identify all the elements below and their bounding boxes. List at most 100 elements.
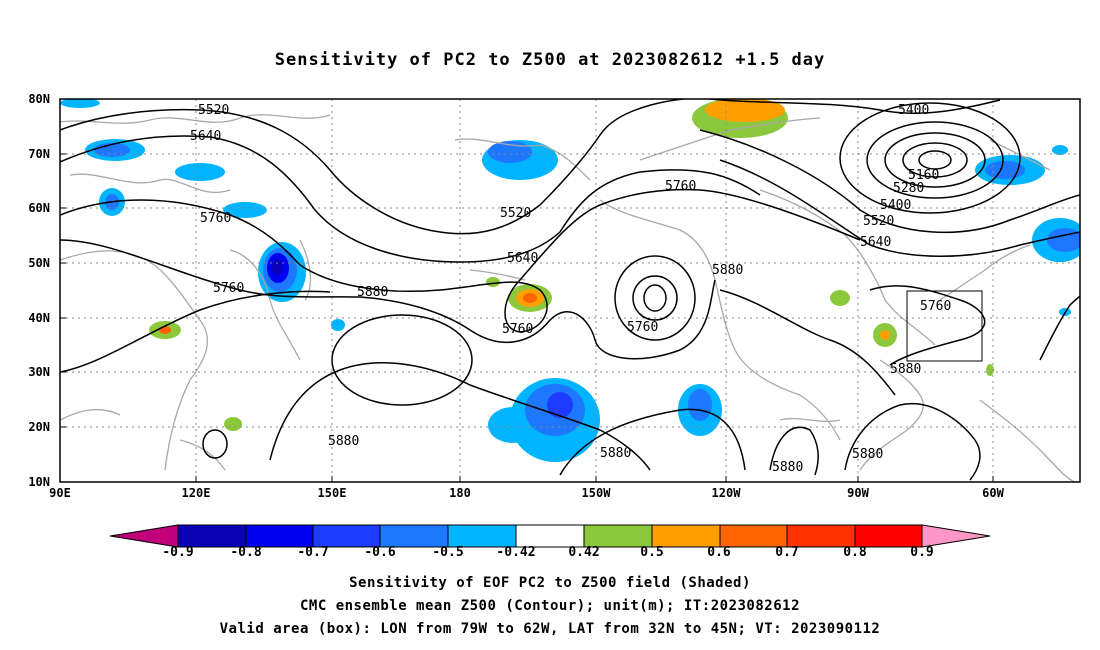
contour-label: 5760 <box>213 281 244 296</box>
colorbar-tick-label: -0.5 <box>432 545 464 560</box>
z500-contours <box>60 99 1080 481</box>
graticule <box>60 99 1080 482</box>
lon-tick-label: 90E <box>49 486 71 500</box>
shade-patch <box>272 259 282 275</box>
lat-tick-label: 80N <box>28 92 50 106</box>
caption-contour: CMC ensemble mean Z500 (Contour); unit(m… <box>299 598 800 614</box>
map-title: Sensitivity of PC2 to Z500 at 2023082612… <box>274 50 826 70</box>
shade-patch <box>175 163 225 181</box>
lat-tick-label: 70N <box>28 147 50 161</box>
contour-5400-top <box>702 99 1001 114</box>
contour-label: 5880 <box>600 446 631 461</box>
contour-5880g <box>844 402 981 481</box>
lon-tick-label: 60W <box>982 486 1004 500</box>
contour-label: 5520 <box>863 214 894 229</box>
shade-patch <box>547 392 573 418</box>
contour-high-5880 <box>331 314 473 406</box>
contour-5400 <box>839 102 1021 214</box>
coastline <box>229 249 301 361</box>
contour-5880f <box>769 426 820 476</box>
shade-patch <box>224 417 242 431</box>
contour-5280b <box>884 132 986 188</box>
coastline <box>60 250 209 471</box>
contour-5640-atl <box>719 159 1080 257</box>
coastline <box>779 417 841 423</box>
coastline <box>69 173 231 193</box>
colorbar-extend-min <box>109 524 179 548</box>
colorbar-tick-label: 0.8 <box>843 545 867 560</box>
shade-patch <box>486 277 500 287</box>
shade-patch <box>985 161 1025 179</box>
coastline <box>639 117 821 161</box>
lon-tick-label: 180 <box>449 486 471 500</box>
shade-patch <box>1052 145 1068 155</box>
colorbar-tick-label: -0.8 <box>230 545 262 560</box>
shade-patch <box>830 290 850 306</box>
contour-5760 <box>60 188 861 333</box>
colorbar-cell <box>177 524 247 548</box>
contour-label: 5640 <box>190 129 221 144</box>
contour-label: 5520 <box>198 103 229 118</box>
colorbar-tick-label: -0.42 <box>496 545 536 560</box>
lon-tick-label: 120W <box>711 486 741 500</box>
colorbar-cell <box>312 524 381 548</box>
colorbar-cell <box>719 524 788 548</box>
coastline <box>599 199 841 441</box>
shade-patch <box>986 364 994 376</box>
contour-label: 5880 <box>328 434 359 449</box>
contour-5880d <box>559 408 746 476</box>
contour-5160 <box>902 142 968 178</box>
colorbar-cell <box>854 524 923 548</box>
lat-tick-label: 40N <box>28 311 50 325</box>
caption-shading: Sensitivity of EOF PC2 to Z500 field (Sh… <box>349 575 751 591</box>
sensitivity-shading <box>60 99 1080 462</box>
coastline <box>859 359 924 471</box>
contour-label: 5880 <box>772 460 803 475</box>
colorbar-tick-label: -0.7 <box>297 545 329 560</box>
shade-patch <box>159 326 171 334</box>
valid-area-box <box>906 290 983 362</box>
contour-label: 5640 <box>860 235 891 250</box>
contour-label: 5760 <box>920 299 951 314</box>
colorbar-tick-label: 0.42 <box>568 545 600 560</box>
contour-5520 <box>60 99 693 235</box>
contour-5760-atl <box>869 285 986 366</box>
lon-tick-label: 120E <box>181 486 211 500</box>
contour-label: 5640 <box>507 251 538 266</box>
contour-5880h <box>719 289 896 396</box>
contour-label: 5880 <box>712 263 743 278</box>
contour-label: 5400 <box>880 198 911 213</box>
contour-5880c <box>269 362 651 471</box>
lon-tick-label: 90W <box>847 486 869 500</box>
contour-label: 5760 <box>502 322 533 337</box>
shade-patch <box>488 407 538 443</box>
map-frame <box>59 98 1081 483</box>
contour-label: 5160 <box>908 168 939 183</box>
shade-patch <box>1047 228 1080 252</box>
contour-5880b <box>60 290 331 373</box>
contour-label: 5880 <box>852 447 883 462</box>
contour-label: 5520 <box>500 206 531 221</box>
colorbar-cell <box>583 524 653 548</box>
contour-5880 <box>60 239 716 360</box>
contour-5280a <box>866 121 1004 199</box>
contour-inner <box>918 150 952 170</box>
colorbar-cell <box>651 524 721 548</box>
lat-tick-label: 30N <box>28 365 50 379</box>
lat-tick-label: 50N <box>28 256 50 270</box>
coastline <box>454 138 591 181</box>
coastline <box>60 114 331 124</box>
contour-label: 5760 <box>665 179 696 194</box>
colorbar <box>109 524 991 548</box>
contour-low-5760c <box>643 284 667 312</box>
colorbar-cell <box>786 524 856 548</box>
colorbar-cell <box>447 524 517 548</box>
lat-tick-label: 60N <box>28 201 50 215</box>
colorbar-tick-label: 0.6 <box>707 545 731 560</box>
tick-marks <box>60 153 994 482</box>
lat-tick-label: 20N <box>28 420 50 434</box>
contour-label: 5880 <box>357 285 388 300</box>
colorbar-cell <box>245 524 314 548</box>
colorbar-tick-label: 0.9 <box>910 545 934 560</box>
colorbar-tick-label: -0.6 <box>364 545 396 560</box>
